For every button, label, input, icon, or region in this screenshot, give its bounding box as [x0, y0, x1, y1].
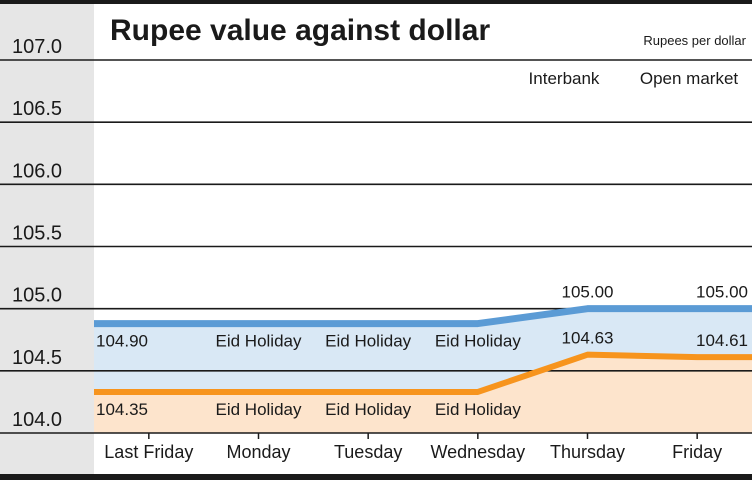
interbank-line	[94, 305, 752, 328]
bottom-border	[0, 474, 752, 480]
top-border	[0, 0, 752, 4]
y-tick-label: 104.5	[12, 347, 62, 369]
legend-interbank: Interbank	[529, 69, 600, 88]
y-tick-label: 104.0	[12, 409, 62, 431]
open-market-data-label: Eid Holiday	[216, 400, 302, 419]
x-tick-label: Friday	[672, 442, 722, 462]
chart-title: Rupee value against dollar	[110, 14, 490, 47]
x-tick-label: Wednesday	[430, 442, 525, 462]
y-axis-panel	[0, 0, 94, 480]
x-tick-label: Monday	[226, 442, 290, 462]
y-tick-label: 107.0	[12, 36, 62, 58]
open-market-data-label: 104.35	[96, 400, 148, 419]
x-tick-label: Last Friday	[104, 442, 193, 462]
interbank-data-label: 104.90	[96, 332, 148, 351]
open-market-data-label: 104.61	[696, 331, 748, 350]
open-market-data-label: Eid Holiday	[325, 400, 411, 419]
legend-open-market: Open market	[640, 69, 739, 88]
open-market-data-label: Eid Holiday	[435, 400, 521, 419]
open-market-line	[94, 351, 752, 395]
interbank-data-label: 105.00	[696, 283, 748, 302]
interbank-data-label: Eid Holiday	[435, 332, 521, 351]
open-market-data-label: 104.63	[562, 329, 614, 348]
interbank-data-label: Eid Holiday	[325, 332, 411, 351]
y-tick-label: 106.5	[12, 98, 62, 120]
y-tick-label: 105.0	[12, 285, 62, 307]
interbank-data-label: Eid Holiday	[216, 332, 302, 351]
x-tick-label: Tuesday	[334, 442, 402, 462]
y-tick-label: 106.0	[12, 160, 62, 182]
unit-label: Rupees per dollar	[643, 33, 746, 48]
y-tick-label: 105.5	[12, 223, 62, 245]
x-tick-label: Thursday	[550, 442, 625, 462]
interbank-data-label: 105.00	[562, 283, 614, 302]
